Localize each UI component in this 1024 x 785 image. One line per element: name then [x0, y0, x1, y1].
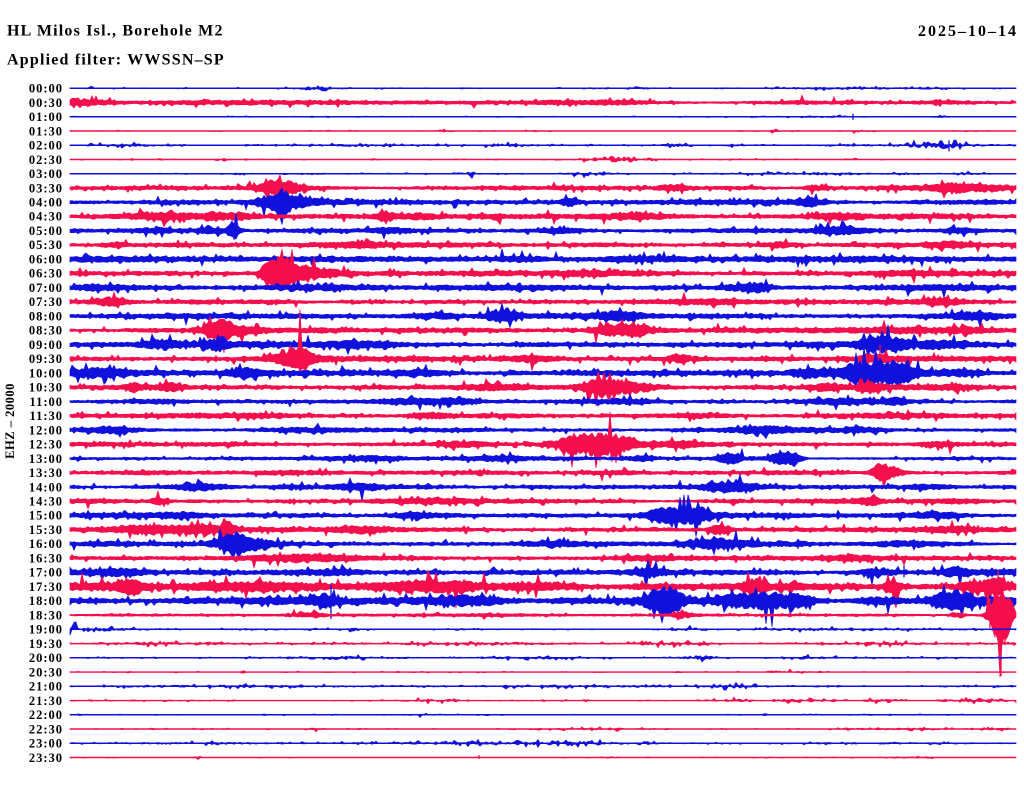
svg-text:20:00: 20:00 — [29, 651, 63, 665]
svg-text:01:30: 01:30 — [29, 124, 63, 138]
svg-text:Applied filter: WWSSN–SP: Applied filter: WWSSN–SP — [7, 52, 225, 69]
svg-text:05:30: 05:30 — [29, 238, 63, 252]
svg-text:18:00: 18:00 — [29, 594, 63, 608]
svg-text:04:30: 04:30 — [29, 210, 63, 224]
svg-text:07:00: 07:00 — [29, 281, 63, 295]
svg-text:23:00: 23:00 — [29, 737, 63, 751]
svg-text:04:00: 04:00 — [29, 196, 63, 210]
svg-text:22:30: 22:30 — [29, 722, 63, 736]
svg-text:10:00: 10:00 — [29, 366, 63, 380]
svg-text:15:00: 15:00 — [29, 509, 63, 523]
svg-text:2025–10–14: 2025–10–14 — [918, 23, 1018, 40]
svg-text:19:00: 19:00 — [29, 623, 63, 637]
svg-text:02:30: 02:30 — [29, 153, 63, 167]
svg-text:07:30: 07:30 — [29, 295, 63, 309]
svg-text:14:00: 14:00 — [29, 480, 63, 494]
svg-text:06:30: 06:30 — [29, 267, 63, 281]
svg-text:11:30: 11:30 — [30, 409, 63, 423]
svg-text:21:00: 21:00 — [29, 680, 63, 694]
svg-text:06:00: 06:00 — [29, 253, 63, 267]
svg-text:EHZ – 20000: EHZ – 20000 — [3, 383, 17, 459]
svg-text:21:30: 21:30 — [29, 694, 63, 708]
svg-text:09:30: 09:30 — [29, 352, 63, 366]
svg-text:13:00: 13:00 — [29, 452, 63, 466]
svg-text:15:30: 15:30 — [29, 523, 63, 537]
svg-text:23:30: 23:30 — [29, 751, 63, 765]
svg-text:11:00: 11:00 — [30, 395, 63, 409]
svg-text:08:00: 08:00 — [29, 309, 63, 323]
svg-text:00:30: 00:30 — [29, 96, 63, 110]
svg-text:16:30: 16:30 — [29, 552, 63, 566]
svg-text:10:30: 10:30 — [29, 381, 63, 395]
svg-text:00:00: 00:00 — [29, 82, 63, 96]
svg-text:14:30: 14:30 — [29, 495, 63, 509]
svg-text:20:30: 20:30 — [29, 665, 63, 679]
svg-text:09:00: 09:00 — [29, 338, 63, 352]
svg-text:05:00: 05:00 — [29, 224, 63, 238]
svg-text:02:00: 02:00 — [29, 139, 63, 153]
svg-text:19:30: 19:30 — [29, 637, 63, 651]
svg-text:01:00: 01:00 — [29, 110, 63, 124]
svg-text:12:30: 12:30 — [29, 438, 63, 452]
svg-text:12:00: 12:00 — [29, 423, 63, 437]
svg-text:13:30: 13:30 — [29, 466, 63, 480]
svg-text:18:30: 18:30 — [29, 608, 63, 622]
svg-text:08:30: 08:30 — [29, 324, 63, 338]
svg-text:22:00: 22:00 — [29, 708, 63, 722]
svg-text:17:30: 17:30 — [29, 580, 63, 594]
svg-text:16:00: 16:00 — [29, 537, 63, 551]
svg-text:17:00: 17:00 — [29, 566, 63, 580]
svg-text:HL Milos Isl., Borehole M2: HL Milos Isl., Borehole M2 — [7, 23, 224, 40]
svg-text:03:00: 03:00 — [29, 167, 63, 181]
svg-text:03:30: 03:30 — [29, 181, 63, 195]
